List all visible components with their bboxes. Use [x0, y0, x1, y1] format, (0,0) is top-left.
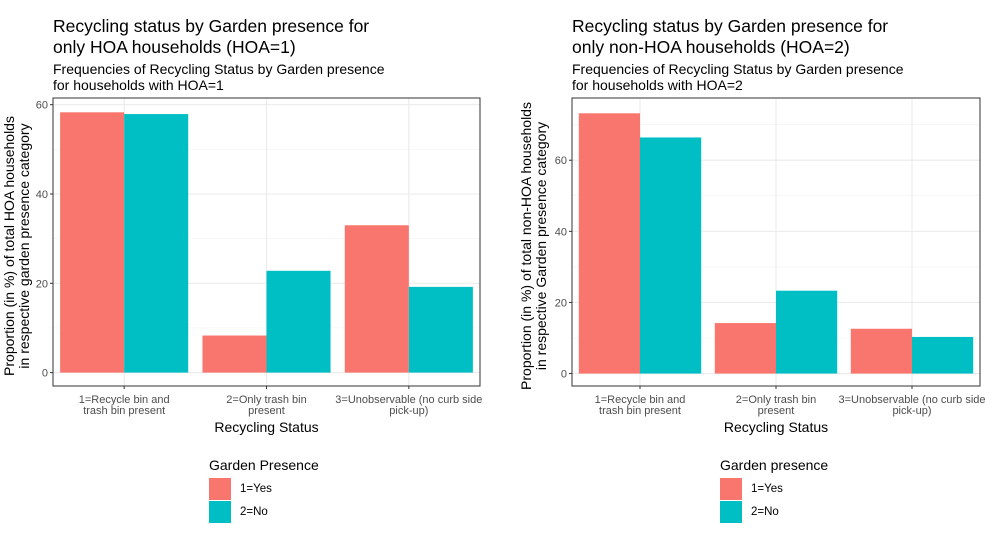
chart-plot: 0 20 40 60 1=Recycle bin and trash bin presen… [518, 97, 986, 435]
legend-title: Garden presence [720, 457, 829, 473]
x-axis-title: Recycling Status [724, 419, 828, 435]
legend-title: Garden Presence [209, 457, 319, 473]
x-tick-label: 1=Recycle bin and trash bin present [595, 394, 686, 417]
bar-yes-2 [202, 335, 267, 373]
legend-label-yes: 1=Yes [751, 483, 783, 495]
y-tick-label: 0 [561, 369, 567, 381]
x-tick-label: 2=Only trash bin present [226, 394, 306, 417]
x-tick-label: 3=Unobservable (no curb side pick-up) [335, 394, 482, 417]
bar-yes-1 [60, 112, 125, 373]
bar-no-3 [408, 286, 473, 373]
bar-yes-3 [344, 225, 409, 373]
y-tick-label: 20 [36, 278, 48, 290]
bar-yes-3 [850, 328, 912, 374]
y-tick-label: 60 [36, 100, 48, 112]
y-tick-label: 40 [555, 226, 567, 238]
chart-panel-hoa: Recycling status by Garden presence for … [1, 16, 482, 523]
legend-label-yes: 1=Yes [240, 483, 272, 495]
y-tick-label: 0 [42, 368, 48, 380]
chart-plot: 0 20 40 60 1=Recycle bin and trash bin presen… [1, 97, 482, 435]
chart-subtitle: Frequencies of Recycling Status by Garde… [53, 61, 385, 93]
bar-yes-1 [578, 113, 640, 374]
y-axis-title: Proportion (in %) of total HOA household… [1, 116, 32, 376]
legend-item-no: 2=No [720, 501, 779, 523]
chart-panel-non-hoa: Recycling status by Garden presence for … [500, 0, 1000, 550]
legend-swatch-no [209, 501, 231, 523]
bar-no-2 [266, 270, 331, 373]
y-tick-label: 20 [555, 297, 567, 309]
legend-swatch-yes [209, 478, 231, 500]
y-tick-label: 40 [36, 189, 48, 201]
legend-item-no: 2=No [209, 501, 268, 523]
x-tick-label: 1=Recycle bin and trash bin present [79, 394, 170, 417]
legend-item-yes: 1=Yes [209, 478, 272, 500]
y-axis-title: Proportion (in %) of total non-HOA house… [518, 102, 549, 390]
chart-title: Recycling status by Garden presence for … [572, 16, 889, 57]
legend-label-no: 2=No [240, 506, 268, 518]
legend-item-yes: 1=Yes [720, 478, 783, 500]
x-tick-label: 3=Unobservable (no curb side pick-up) [838, 394, 985, 417]
legend-label-no: 2=No [751, 506, 779, 518]
bar-no-2 [776, 290, 838, 374]
legend-swatch-no [720, 501, 742, 523]
chart-subtitle: Frequencies of Recycling Status by Garde… [572, 61, 904, 93]
y-tick-label: 60 [555, 155, 567, 167]
bar-no-1 [640, 137, 702, 374]
chart-title: Recycling status by Garden presence for … [53, 16, 370, 57]
x-axis-title: Recycling Status [214, 419, 318, 435]
bar-yes-2 [714, 323, 776, 374]
bar-no-1 [124, 114, 189, 373]
legend-swatch-yes [720, 478, 742, 500]
x-tick-label: 2=Only trash bin present [736, 394, 816, 417]
bar-no-3 [912, 336, 974, 374]
